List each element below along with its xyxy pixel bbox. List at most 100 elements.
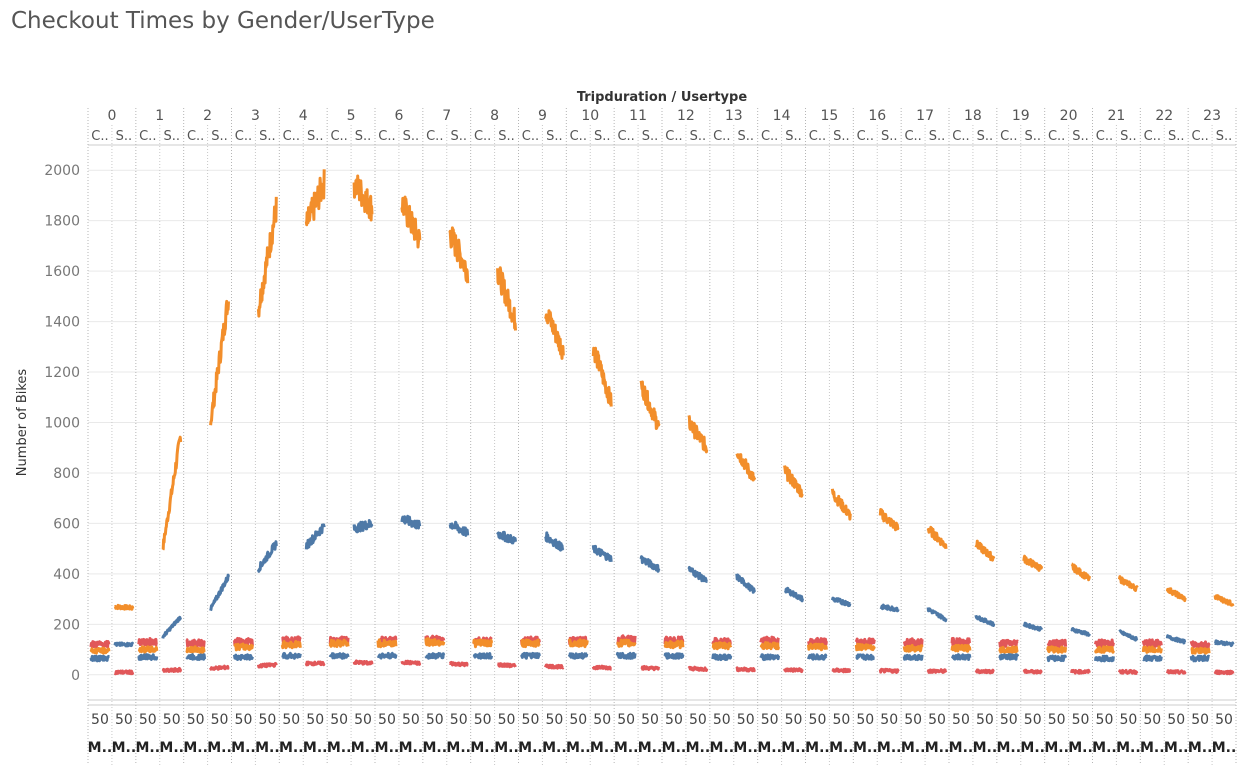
bottom-label-top: 50 — [1143, 712, 1161, 728]
y-tick-label: 2000 — [44, 163, 80, 179]
bottom-label-top: 50 — [330, 712, 348, 728]
series-line-2 — [113, 669, 135, 676]
series-line-5 — [950, 653, 972, 661]
bottom-label-top: 50 — [522, 712, 540, 728]
usertype-label: S.. — [833, 129, 850, 144]
series-line-3 — [137, 637, 158, 647]
series-line-1 — [783, 586, 804, 603]
series-line-2 — [256, 661, 278, 669]
bottom-label-bottom: M.. — [375, 740, 400, 756]
series-line-4 — [424, 637, 446, 647]
usertype-label: S.. — [163, 129, 180, 144]
series-line-1 — [352, 519, 374, 534]
series-line-4 — [711, 641, 733, 651]
series-line-2 — [783, 667, 804, 674]
usertype-label: S.. — [737, 129, 754, 144]
series-line-5 — [424, 652, 446, 660]
series-line-1 — [735, 573, 757, 594]
hour-label: 3 — [251, 108, 260, 124]
hour-label: 11 — [629, 108, 647, 124]
series-line-5 — [328, 652, 350, 660]
series-line-5 — [1046, 654, 1068, 663]
usertype-label: C.. — [139, 129, 156, 144]
series-line-4 — [568, 638, 589, 649]
series-line-0 — [1165, 587, 1187, 603]
bottom-label-top: 50 — [976, 712, 994, 728]
series-line-5 — [998, 653, 1020, 661]
series-line-1 — [1118, 629, 1139, 642]
chart-title: Checkout Times by Gender/UserType — [11, 8, 435, 34]
series-line-1 — [544, 531, 565, 552]
bottom-label-bottom: M.. — [207, 740, 232, 756]
series-line-3 — [711, 636, 732, 647]
series-line-5 — [615, 651, 637, 660]
series-line-1 — [1165, 634, 1187, 645]
y-tick-label: 200 — [53, 617, 80, 633]
series-line-2 — [544, 663, 565, 670]
bottom-label-bottom: M.. — [925, 740, 950, 756]
bottom-label-bottom: M.. — [1020, 740, 1045, 756]
usertype-label: C.. — [1144, 129, 1161, 144]
bottom-label-top: 50 — [91, 712, 109, 728]
series-line-1 — [161, 615, 183, 639]
bottom-label-top: 50 — [617, 712, 635, 728]
y-tick-label: 1600 — [44, 264, 80, 280]
bottom-label-bottom: M.. — [423, 740, 448, 756]
usertype-label: S.. — [642, 129, 659, 144]
series-line-4 — [1141, 645, 1163, 654]
series-line-0 — [878, 508, 900, 532]
bottom-label-top: 50 — [665, 712, 683, 728]
series-line-4 — [759, 641, 781, 651]
hour-label: 17 — [916, 108, 934, 124]
hour-label: 0 — [107, 108, 116, 124]
series-line-2 — [496, 662, 517, 669]
series-line-0 — [830, 488, 852, 521]
y-tick-label: 0 — [71, 668, 80, 684]
bottom-label-top: 50 — [856, 712, 874, 728]
series-line-0 — [1213, 594, 1235, 607]
series-line-1 — [448, 520, 470, 537]
bottom-label-bottom: M.. — [1068, 740, 1093, 756]
hour-label: 15 — [821, 108, 839, 124]
usertype-label: S.. — [546, 129, 563, 144]
usertype-label: C.. — [91, 129, 108, 144]
series-line-3 — [998, 638, 1019, 648]
top-header-title: Tripduration / Usertype — [577, 90, 748, 105]
usertype-label: S.. — [785, 129, 802, 144]
usertype-label: S.. — [1072, 129, 1089, 144]
usertype-label: C.. — [426, 129, 443, 144]
bottom-label-bottom: M.. — [710, 740, 735, 756]
series-line-0 — [304, 169, 326, 227]
bottom-label-bottom: M.. — [88, 740, 113, 756]
series-line-5 — [902, 653, 924, 662]
y-tick-label: 800 — [53, 466, 80, 482]
usertype-label: S.. — [498, 129, 515, 144]
series-line-5 — [520, 651, 541, 660]
usertype-label: C.. — [1048, 129, 1065, 144]
series-line-1 — [113, 641, 135, 648]
usertype-label: C.. — [522, 129, 539, 144]
bottom-label-bottom: M.. — [949, 740, 974, 756]
series-line-4 — [616, 638, 637, 648]
bottom-label-bottom: M.. — [877, 740, 902, 756]
bottom-label-bottom: M.. — [805, 740, 830, 756]
bottom-label-top: 50 — [904, 712, 922, 728]
series-line-2 — [831, 667, 852, 674]
bottom-label-top: 50 — [880, 712, 898, 728]
series-line-5 — [759, 653, 781, 662]
bottom-label-bottom: M.. — [399, 740, 424, 756]
bottom-label-top: 50 — [426, 712, 444, 728]
bottom-label-top: 50 — [1048, 712, 1066, 728]
usertype-label: C.. — [570, 129, 587, 144]
bottom-label-top: 50 — [474, 712, 492, 728]
bottom-label-bottom: M.. — [973, 740, 998, 756]
usertype-label: C.. — [283, 129, 300, 144]
series-line-5 — [807, 653, 828, 661]
hour-label: 2 — [203, 108, 212, 124]
series-line-1 — [591, 544, 613, 563]
y-tick-label: 1200 — [44, 365, 80, 381]
usertype-label: C.. — [1191, 129, 1208, 144]
bottom-label-top: 50 — [163, 712, 181, 728]
usertype-label: C.. — [665, 129, 682, 144]
series-line-4 — [998, 645, 1019, 654]
